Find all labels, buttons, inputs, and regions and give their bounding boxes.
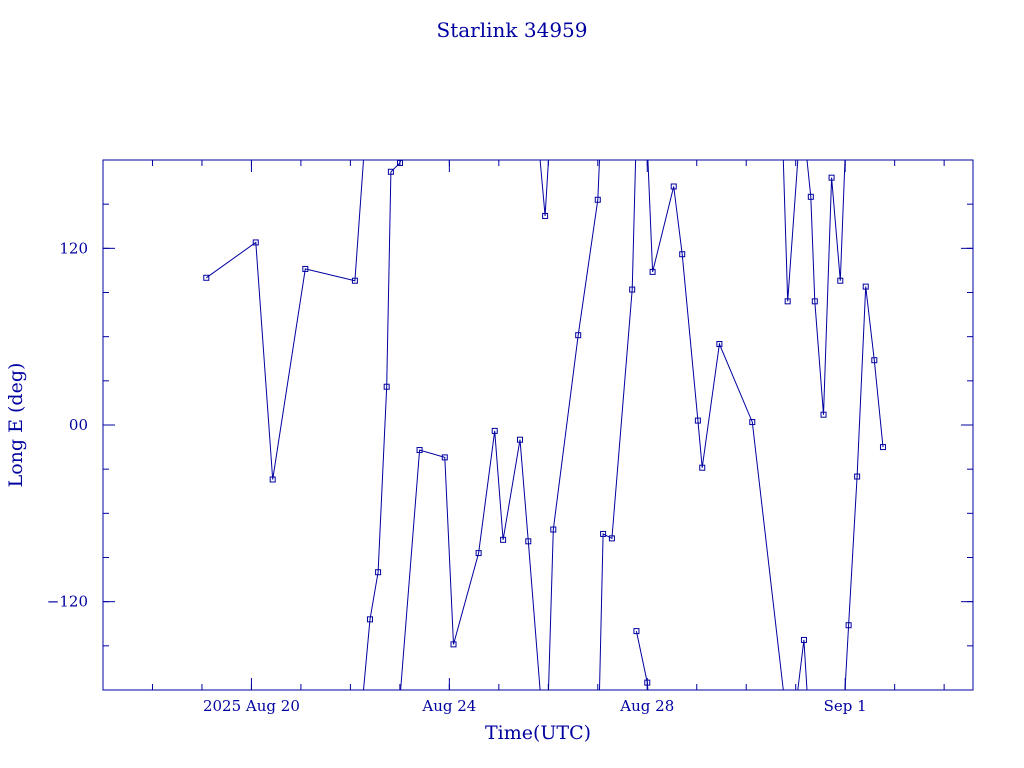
data-point <box>600 530 607 537</box>
data-point <box>550 526 557 533</box>
data-point <box>784 298 791 305</box>
data-point <box>203 274 210 281</box>
data-point <box>644 679 651 686</box>
data-point <box>608 535 615 542</box>
plot-frame <box>102 159 974 691</box>
series-line <box>548 159 600 691</box>
plot-area <box>203 159 886 691</box>
y-tick-labels: 120 00 −120 <box>47 239 88 610</box>
y-tick-label: 00 <box>69 416 88 434</box>
data-point <box>649 268 656 275</box>
data-point <box>516 436 523 443</box>
data-point <box>854 473 861 480</box>
chart-title: Starlink 34959 <box>437 18 588 42</box>
data-point <box>629 286 636 293</box>
data-point <box>542 212 549 219</box>
series-line <box>797 639 808 691</box>
data-point <box>862 283 869 290</box>
series-line <box>363 159 402 691</box>
data-point <box>699 464 706 471</box>
series-line <box>647 159 784 691</box>
y-axis-label: Long E (deg) <box>5 363 27 488</box>
data-point <box>828 174 835 181</box>
x-tick-label: 2025 Aug 20 <box>203 697 300 715</box>
data-point <box>500 536 507 543</box>
data-point <box>820 411 827 418</box>
data-point <box>269 476 276 483</box>
series-line <box>539 159 549 216</box>
y-tick-label: −120 <box>47 593 88 611</box>
x-tick-label: Aug 24 <box>421 697 476 715</box>
series-line <box>400 430 541 691</box>
series-line <box>806 159 846 415</box>
data-point <box>807 193 814 200</box>
data-point <box>252 239 259 246</box>
x-tick-label: Sep 1 <box>824 697 867 715</box>
data-point <box>837 277 844 284</box>
data-point <box>633 628 640 635</box>
data-point <box>871 357 878 364</box>
data-point <box>525 538 532 545</box>
data-point <box>351 277 358 284</box>
data-point <box>416 447 423 454</box>
x-tick-label: Aug 28 <box>619 697 674 715</box>
data-point <box>383 383 390 390</box>
data-point <box>594 196 601 203</box>
minor-ticks <box>103 160 973 690</box>
series-1 <box>203 159 637 691</box>
series-line <box>599 159 637 691</box>
data-point <box>716 341 723 348</box>
series-line <box>782 159 799 302</box>
data-point <box>670 183 677 190</box>
data-point <box>811 298 818 305</box>
data-point <box>441 454 448 461</box>
series-2 <box>633 159 886 691</box>
series-line <box>206 159 364 480</box>
data-point <box>302 265 309 272</box>
data-point <box>375 569 382 576</box>
y-tick-label: 120 <box>59 239 88 257</box>
data-point <box>397 159 404 166</box>
data-point <box>575 332 582 339</box>
data-point <box>387 168 394 175</box>
data-point <box>679 251 686 258</box>
data-point <box>694 417 701 424</box>
data-point <box>475 550 482 557</box>
data-point <box>749 419 756 426</box>
data-point <box>450 641 457 648</box>
data-point <box>366 616 373 623</box>
x-axis-label: Time(UTC) <box>485 722 591 744</box>
x-tick-labels: 2025 Aug 20 Aug 24 Aug 28 Sep 1 <box>203 697 867 715</box>
series-line <box>635 630 649 691</box>
data-point <box>800 636 807 643</box>
data-point <box>845 622 852 629</box>
series-line <box>844 286 884 691</box>
data-point <box>879 444 886 451</box>
data-point <box>491 427 498 434</box>
